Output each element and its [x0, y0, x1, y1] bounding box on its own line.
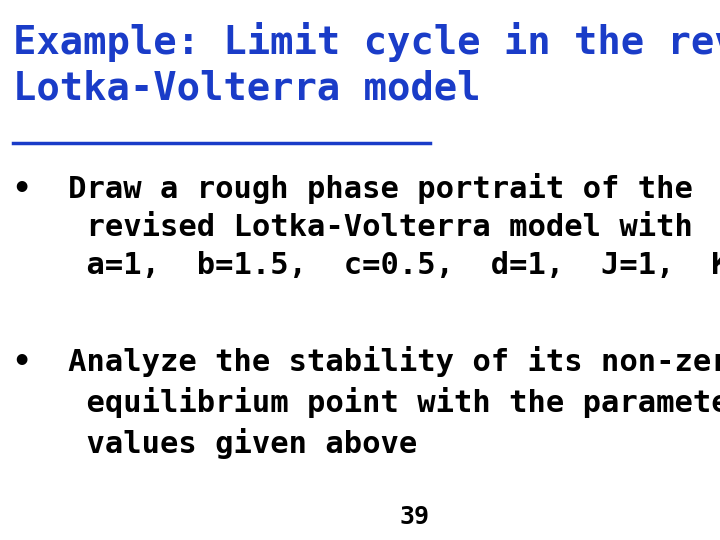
Text: Example: Limit cycle in the revised
Lotka-Volterra model: Example: Limit cycle in the revised Lotk… [13, 22, 720, 107]
Text: 39: 39 [400, 505, 430, 529]
Text: •  Analyze the stability of its non-zero
    equilibrium point with the paramete: • Analyze the stability of its non-zero … [13, 346, 720, 458]
Text: •  Draw a rough phase portrait of the
    revised Lotka-Volterra model with
    : • Draw a rough phase portrait of the rev… [13, 173, 720, 280]
